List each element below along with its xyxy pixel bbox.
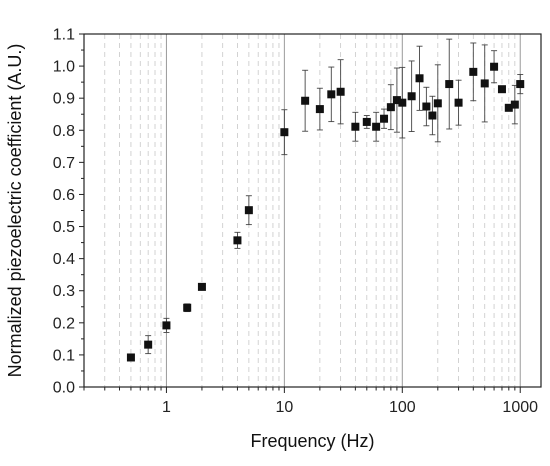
data-point (407, 92, 416, 101)
data-point (445, 80, 454, 89)
data-point (422, 102, 431, 111)
data-point (497, 85, 506, 94)
data-point (280, 128, 289, 137)
y-axis-ticks: 0.0 0.1 0.2 0.3 0.4 0.5 0.6 0.7 0.8 0.9 1.0 1.1 (53, 27, 84, 397)
data-point (183, 303, 192, 312)
data-point (386, 103, 395, 112)
y-tick-label: 0.5 (53, 219, 75, 236)
data-point (372, 122, 381, 131)
data-point (144, 340, 153, 349)
data-point (433, 99, 442, 108)
data-point (516, 80, 525, 89)
x-tick-label: 1000 (502, 399, 538, 416)
y-tick-label: 0.8 (53, 123, 75, 140)
data-point (415, 74, 424, 83)
y-tick-label: 1.0 (53, 59, 75, 76)
data-point (351, 122, 360, 131)
data-point (490, 62, 499, 71)
y-tick-label: 0.3 (53, 283, 75, 300)
data-point (428, 111, 437, 120)
data-point (336, 87, 345, 96)
data-point (504, 103, 513, 112)
y-tick-label: 0.6 (53, 187, 75, 204)
grid-lines (83, 34, 521, 387)
data-point (398, 98, 407, 107)
x-tick-label: 100 (389, 399, 416, 416)
data-point (392, 96, 401, 105)
data-point (197, 282, 206, 291)
y-axis-label: Normalized piezoelectric coefficient (A.… (5, 44, 25, 378)
data-point (327, 90, 336, 99)
data-point (162, 321, 171, 330)
y-tick-label: 0.1 (53, 347, 75, 364)
data-point (454, 98, 463, 107)
data-point (126, 353, 135, 362)
data-point (469, 67, 478, 76)
data-point (510, 100, 519, 109)
y-tick-label: 0.4 (53, 251, 75, 268)
data-point (362, 117, 371, 126)
data-point (233, 236, 242, 245)
y-tick-label: 0.9 (53, 91, 75, 108)
data-point (315, 105, 324, 114)
y-tick-label: 0.0 (53, 380, 75, 397)
data-points (126, 62, 525, 362)
data-point (480, 79, 489, 88)
y-tick-label: 1.1 (53, 27, 75, 44)
x-tick-label: 1 (162, 399, 171, 416)
x-tick-label: 10 (275, 399, 293, 416)
y-tick-label: 0.2 (53, 315, 75, 332)
x-axis-ticks: 1 10 100 1000 (83, 387, 538, 416)
y-tick-label: 0.7 (53, 155, 75, 172)
data-point (244, 206, 253, 215)
x-axis-label: Frequency (Hz) (250, 431, 374, 451)
data-point (380, 114, 389, 123)
plot-frame (83, 33, 542, 388)
data-point (301, 96, 310, 105)
